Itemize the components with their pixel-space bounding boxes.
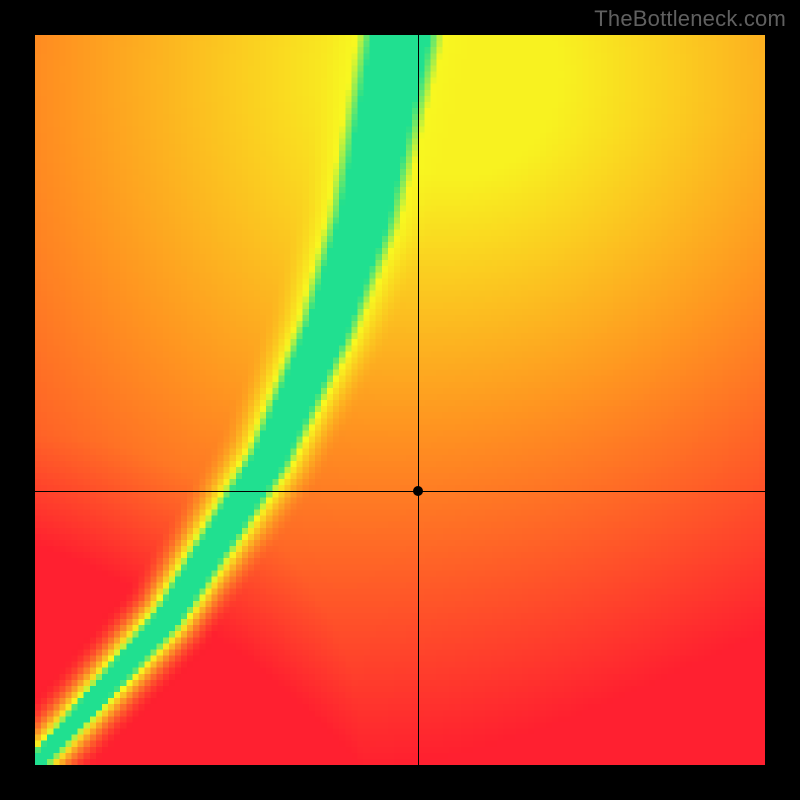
crosshair-marker bbox=[413, 486, 423, 496]
heatmap-plot bbox=[35, 35, 765, 765]
watermark-text: TheBottleneck.com bbox=[594, 6, 786, 32]
crosshair-horizontal bbox=[35, 491, 765, 492]
crosshair-vertical bbox=[418, 35, 419, 765]
heatmap-canvas bbox=[35, 35, 765, 765]
